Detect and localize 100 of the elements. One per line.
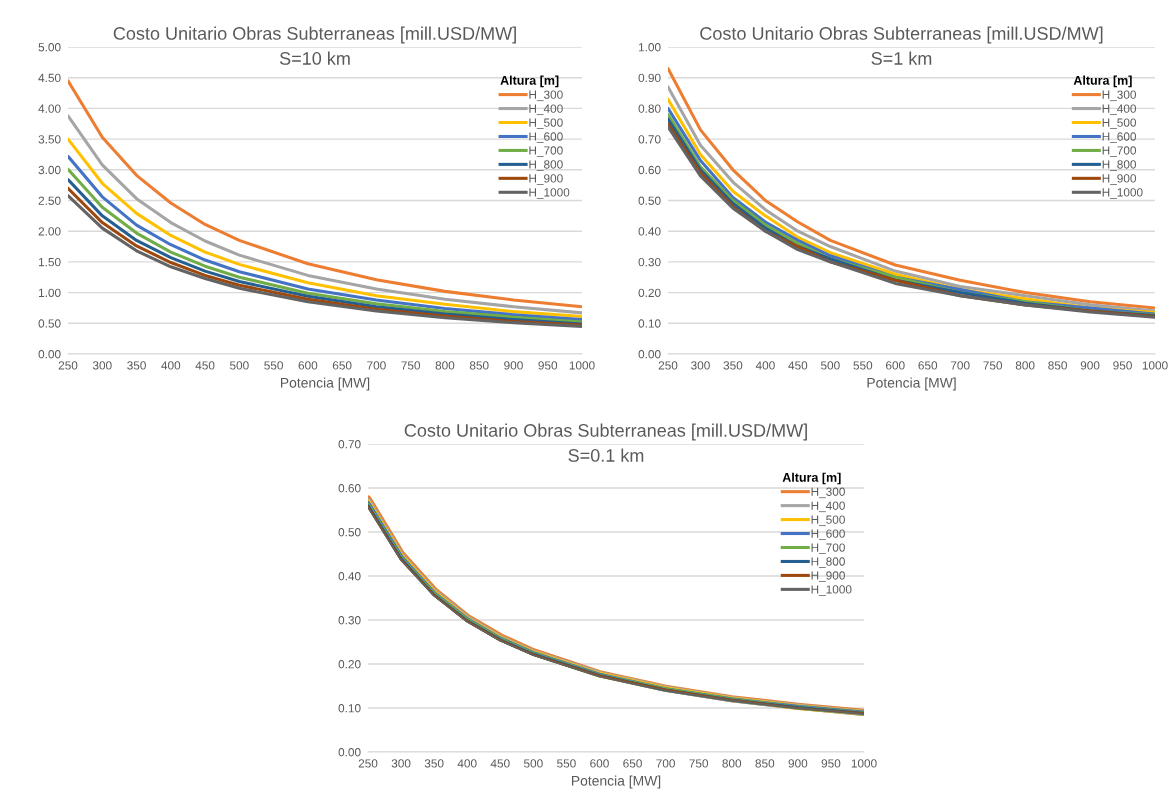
y-tick-label: 2.00 (38, 227, 61, 236)
x-tick-label: 600 (590, 759, 609, 768)
legend-label: H_700 (811, 543, 845, 554)
y-tick-label: 0.20 (638, 288, 661, 297)
x-tick-label: 800 (1015, 361, 1035, 370)
legend-label: H_800 (529, 160, 563, 171)
x-tick-label: 900 (504, 361, 523, 370)
x-tick-label: 850 (469, 361, 489, 370)
x-tick-label: 750 (983, 361, 1003, 370)
y-tick-label: 5.00 (38, 43, 61, 52)
legend-title: Altura [m] (782, 472, 841, 485)
x-tick-label: 500 (820, 361, 840, 370)
y-tick-label: 0.00 (38, 350, 61, 359)
legend-title: Altura [m] (500, 75, 559, 88)
y-tick-label: 3.00 (38, 165, 61, 175)
y-tick-label: 0.60 (638, 165, 661, 175)
legend-label: H_700 (529, 146, 563, 157)
x-tick-label: 350 (127, 361, 146, 370)
legend-label: H_600 (529, 132, 563, 143)
x-axis-title: Potencia [MW] (280, 377, 370, 391)
y-tick-label: 0.10 (338, 704, 361, 713)
y-tick-label: 4.00 (38, 104, 61, 113)
x-tick-label: 250 (658, 361, 678, 370)
y-tick-label: 1.50 (38, 257, 61, 267)
x-tick-label: 400 (457, 759, 477, 768)
x-tick-label: 900 (788, 759, 808, 768)
x-tick-label: 600 (886, 361, 905, 370)
x-tick-label: 350 (424, 759, 444, 768)
x-axis-title: Potencia [MW] (571, 775, 661, 789)
legend-label: H_900 (1102, 174, 1137, 185)
legend-label: H_900 (529, 174, 563, 185)
legend-label: H_700 (1102, 146, 1137, 157)
x-tick-label: 650 (623, 759, 642, 768)
legend-label: H_500 (811, 515, 845, 527)
x-tick-label: 900 (1080, 361, 1100, 370)
x-tick-label: 450 (788, 361, 808, 370)
x-tick-label: 800 (435, 361, 455, 370)
y-tick-label: 4.50 (38, 73, 61, 83)
x-tick-label: 750 (689, 759, 709, 768)
legend-label: H_400 (529, 104, 563, 116)
chart-subtitle: S=10 km (279, 51, 350, 65)
legend-label: H_1000 (1102, 188, 1143, 199)
chart-title: Costo Unitario Obras Subterraneas [mill.USD/MW] (700, 26, 1103, 44)
y-tick-label: 0.10 (638, 319, 661, 328)
x-tick-label: 500 (523, 759, 543, 768)
y-tick-label: 0.40 (338, 572, 361, 581)
x-tick-label: 250 (358, 759, 378, 768)
x-tick-label: 950 (538, 361, 558, 370)
legend-label: H_900 (811, 571, 845, 582)
y-tick-label: 1.00 (638, 43, 661, 52)
y-tick-label: 3.50 (38, 135, 61, 144)
legend-label: H_800 (1102, 160, 1137, 171)
x-tick-label: 400 (755, 361, 775, 370)
x-tick-label: 650 (332, 361, 352, 370)
legend-label: H_400 (1102, 104, 1137, 116)
x-tick-label: 500 (229, 361, 249, 370)
y-tick-label: 1.00 (38, 288, 61, 297)
chart-title: Costo Unitario Obras Subterraneas [mill.USD/MW] (404, 423, 807, 441)
chart-subtitle: S=1 km (871, 51, 932, 65)
x-tick-label: 1000 (1142, 361, 1168, 370)
x-tick-label: 850 (1048, 361, 1067, 370)
x-tick-label: 350 (723, 361, 743, 370)
x-tick-label: 300 (92, 361, 112, 370)
x-tick-label: 700 (367, 361, 386, 370)
legend-label: H_1000 (811, 585, 852, 596)
x-tick-label: 450 (195, 361, 215, 370)
legend-label: H_800 (811, 557, 845, 568)
x-tick-label: 300 (691, 361, 710, 370)
legend-label: H_1000 (529, 188, 570, 199)
legend-label: H_300 (1102, 90, 1137, 102)
y-tick-label: 0.70 (638, 135, 661, 144)
y-tick-label: 0.00 (638, 350, 661, 359)
x-tick-label: 300 (391, 759, 411, 768)
x-tick-label: 850 (755, 759, 775, 768)
x-tick-label: 550 (264, 361, 283, 370)
x-tick-label: 550 (853, 361, 873, 370)
x-tick-label: 400 (161, 361, 181, 370)
legend-label: H_300 (529, 90, 563, 102)
y-tick-label: 0.60 (338, 484, 361, 493)
legend-label: H_400 (811, 501, 845, 513)
x-tick-label: 800 (722, 759, 742, 768)
x-tick-label: 1000 (851, 759, 877, 768)
legend-label: H_500 (529, 118, 563, 129)
legend-title: Altura [m] (1073, 75, 1132, 88)
x-tick-label: 250 (58, 361, 78, 370)
y-tick-label: 2.50 (38, 196, 61, 205)
y-tick-label: 0.40 (638, 227, 661, 236)
x-tick-label: 450 (490, 759, 510, 768)
y-tick-label: 0.20 (338, 660, 361, 669)
x-tick-label: 950 (1113, 361, 1132, 370)
x-tick-label: 700 (950, 361, 970, 370)
y-tick-label: 0.50 (338, 528, 361, 537)
chart-title: Costo Unitario Obras Subterraneas [mill.USD/MW] (113, 26, 516, 44)
legend-label: H_600 (1102, 132, 1137, 143)
y-tick-label: 0.70 (338, 440, 361, 449)
x-tick-label: 600 (298, 361, 318, 370)
x-tick-label: 550 (557, 759, 576, 768)
legend-label: H_300 (811, 487, 845, 499)
y-tick-label: 0.80 (638, 104, 661, 113)
x-axis-title: Potencia [MW] (867, 377, 956, 391)
